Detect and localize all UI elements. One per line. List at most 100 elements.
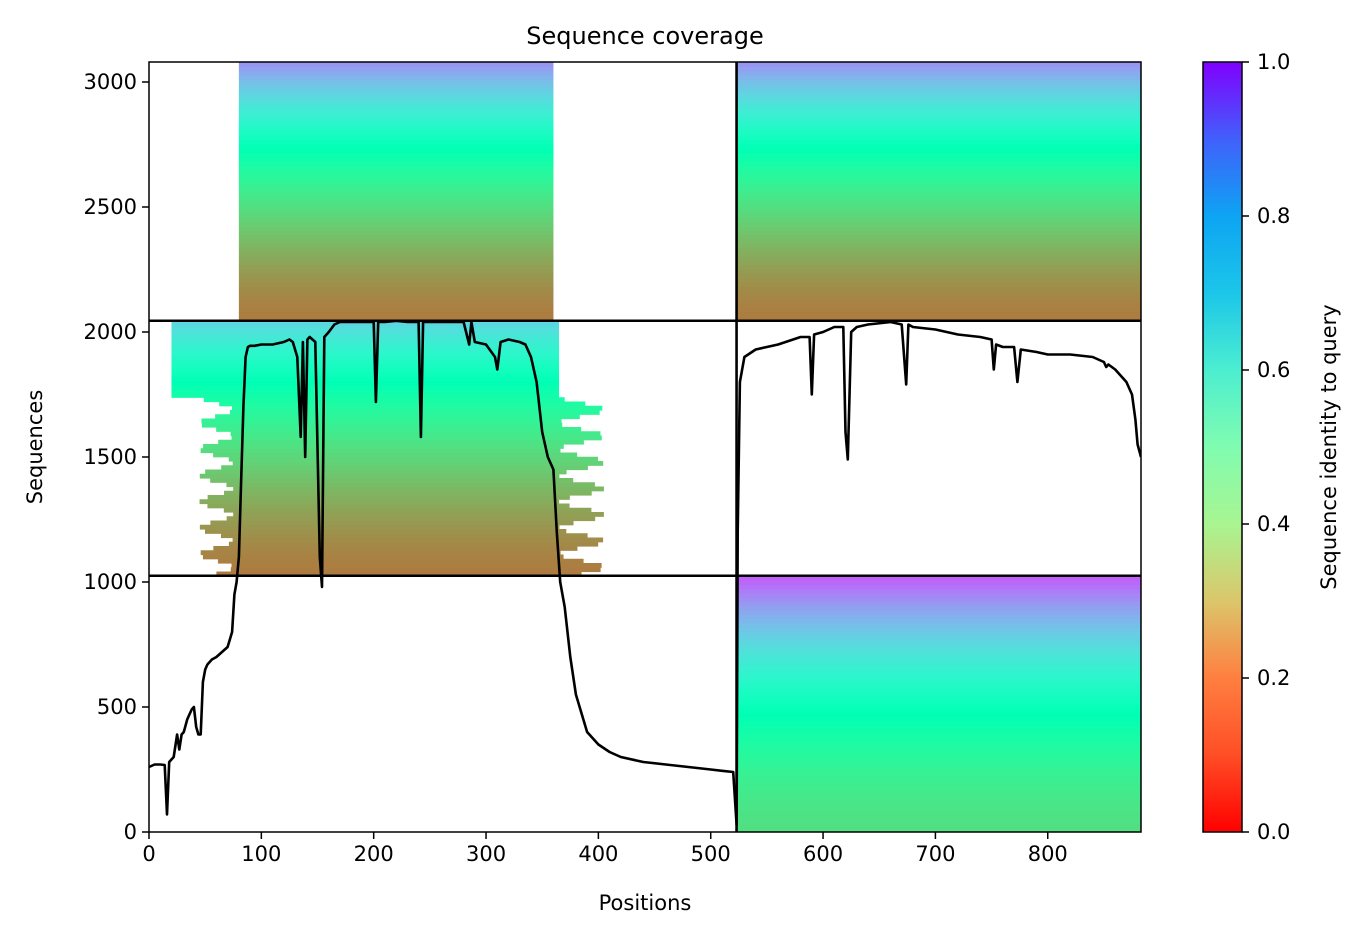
msa-strip (238, 70, 554, 76)
msa-strip (736, 303, 1141, 309)
msa-strip (199, 499, 560, 505)
msa-strip (238, 62, 554, 67)
msa-strip (226, 516, 596, 522)
msa-strip (230, 410, 600, 415)
colorbar-tick-label: 0.0 (1257, 820, 1290, 844)
x-axis: 0 100 200 300 400 500 600 700 800 (142, 832, 1068, 866)
msa-strip (171, 329, 560, 335)
msa-strip (238, 87, 554, 93)
msa-strip (238, 243, 554, 249)
msa-strip (736, 243, 1141, 249)
msa-strip (238, 96, 554, 102)
msa-strip (736, 686, 1141, 692)
msa-strip (736, 126, 1141, 132)
msa-strip (238, 152, 554, 158)
msa-strip (238, 247, 554, 253)
msa-strip (238, 269, 554, 274)
msa-strip (736, 83, 1141, 89)
msa-strip (205, 529, 567, 534)
msa-strip (736, 622, 1141, 628)
msa-strip (736, 720, 1141, 726)
msa-strip (220, 533, 588, 539)
msa-strip (238, 165, 554, 171)
msa-strip (736, 772, 1141, 778)
msa-strip (202, 554, 564, 560)
msa-block (736, 62, 1141, 322)
msa-strip (207, 495, 570, 500)
msa-strip (736, 648, 1141, 654)
msa-strip (736, 165, 1141, 171)
colorbar-tick-label: 0.6 (1257, 358, 1290, 382)
msa-strip (736, 733, 1141, 739)
msa-strip (238, 74, 554, 80)
msa-strip (213, 546, 578, 551)
msa-strip (238, 294, 554, 300)
msa-strip (238, 221, 554, 227)
msa-strip (736, 827, 1141, 832)
msa-strip (201, 418, 562, 424)
msa-strip (228, 456, 598, 462)
msa-strip (736, 597, 1141, 602)
msa-strip (736, 225, 1141, 231)
msa-strip (736, 746, 1141, 752)
msa-strip (238, 281, 554, 287)
msa-strip (736, 299, 1141, 305)
msa-strip (238, 316, 554, 322)
msa-strip (238, 307, 554, 313)
msa-strip (736, 122, 1141, 128)
x-tick-label: 800 (1028, 842, 1068, 866)
msa-strip (232, 461, 604, 466)
msa-strip (171, 342, 560, 347)
msa-strip (736, 230, 1141, 236)
x-tick-label: 300 (466, 842, 506, 866)
msa-strip (238, 260, 554, 266)
msa-strip (238, 234, 554, 240)
msa-strip (736, 200, 1141, 205)
msa-strip (205, 469, 567, 475)
msa-strip (736, 742, 1141, 748)
msa-strip (736, 716, 1141, 722)
msa-strip (736, 814, 1141, 820)
msa-strip (201, 422, 563, 428)
colorbar-tick-label: 0.8 (1257, 204, 1290, 228)
msa-strip (238, 139, 554, 145)
msa-strip (736, 652, 1141, 658)
msa-strip (238, 118, 554, 123)
msa-strip (736, 312, 1141, 318)
msa-strip (238, 83, 554, 89)
msa-strip (171, 354, 560, 360)
msa-strip (736, 802, 1141, 807)
msa-block (736, 575, 1141, 832)
msa-strip (238, 126, 554, 132)
msa-strip (736, 755, 1141, 760)
msa-strip (736, 661, 1141, 667)
msa-strip (238, 204, 554, 210)
msa-strip (736, 79, 1141, 85)
msa-strip (736, 169, 1141, 175)
msa-strip (238, 225, 554, 231)
msa-strip (736, 87, 1141, 93)
msa-strip (736, 793, 1141, 799)
msa-strip (238, 100, 554, 106)
msa-strip (231, 435, 602, 441)
msa-strip (226, 482, 595, 488)
msa-strip (736, 66, 1141, 72)
msa-strip (238, 208, 554, 214)
msa-strip (736, 238, 1141, 244)
x-tick-label: 600 (803, 842, 843, 866)
msa-strip (216, 427, 582, 432)
msa-strip (210, 520, 574, 526)
msa-strip (736, 208, 1141, 214)
x-tick-label: 700 (915, 842, 955, 866)
msa-strip (736, 682, 1141, 688)
msa-strip (736, 584, 1141, 590)
msa-strip (223, 507, 592, 513)
msa-strip (238, 161, 554, 167)
msa-strip (213, 452, 578, 458)
colorbar-ticks: 0.0 0.2 0.4 0.6 0.8 1.0 (1242, 50, 1290, 844)
msa-strip (217, 558, 584, 564)
msa-strip (736, 763, 1141, 769)
y-tick-label: 0 (124, 820, 137, 844)
x-tick-label: 400 (578, 842, 618, 866)
msa-strip (238, 143, 554, 149)
